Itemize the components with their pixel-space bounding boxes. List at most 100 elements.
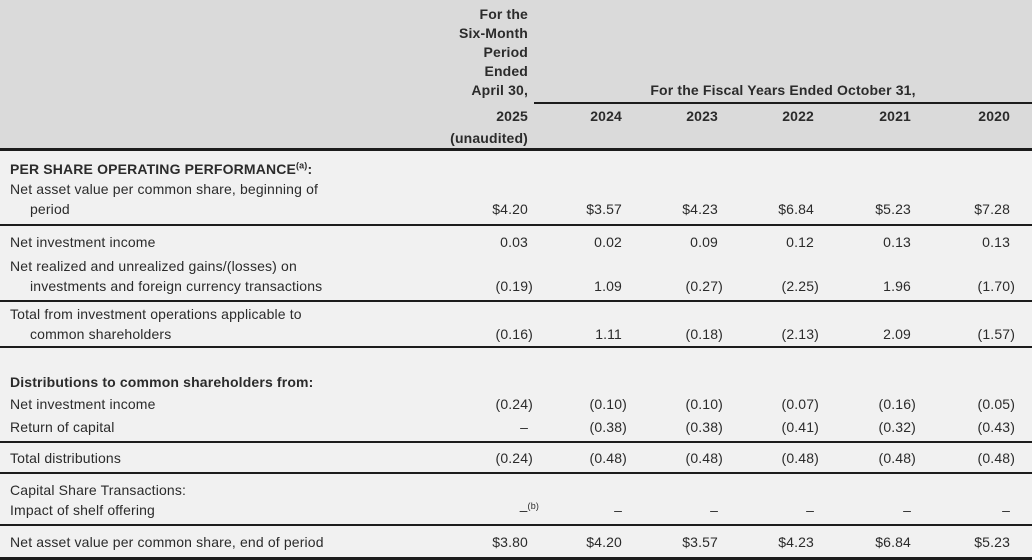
row-label: Net asset value per common share, end of… <box>0 525 438 560</box>
value-cell: $4.23 <box>724 525 820 560</box>
value-cell: (0.10) <box>685 396 723 412</box>
value-cell: (0.32) <box>820 417 917 443</box>
value-cell: 1.96 <box>820 254 917 302</box>
header-row-years: 2025 2024 2023 2022 2021 2020 <box>0 103 1032 129</box>
value-cell: (0.16) <box>438 301 534 348</box>
value-cell: (0.48) <box>724 442 820 474</box>
table-row: Total from investment operations applica… <box>0 301 1032 348</box>
value-cell: (0.24) <box>495 396 533 412</box>
row-label: Total distributions <box>0 442 438 474</box>
section-heading: Distributions to common shareholders fro… <box>10 374 314 390</box>
value-cell: $5.23 <box>917 525 1032 560</box>
table-row: Net investment income 0.03 0.02 0.09 0.12 0.1… <box>0 225 1032 254</box>
value-cell: $6.84 <box>724 179 820 226</box>
year-column-header: 2021 <box>879 108 911 124</box>
table-row: Net asset value per common share, end of… <box>0 525 1032 560</box>
fiscal-years-group-header: For the Fiscal Years Ended October 31, <box>534 0 1032 104</box>
value-cell: – <box>724 500 820 526</box>
value-cell: 1.09 <box>534 254 628 302</box>
table-row: Distributions to common shareholders fro… <box>0 366 1032 392</box>
table-row: Net asset value per common share, beginn… <box>0 179 1032 226</box>
row-label: Total from investment operations applica… <box>0 301 438 348</box>
table-row <box>0 347 1032 366</box>
period-column-header: For the Six-Month Period Ended April 30, <box>438 0 534 103</box>
row-label: Return of capital <box>0 417 438 443</box>
value-cell: 0.02 <box>594 234 622 250</box>
value-cell: $7.28 <box>917 179 1032 226</box>
value-cell: – <box>820 500 917 526</box>
value-cell: (0.10) <box>589 396 627 412</box>
header-empty-cell <box>0 0 438 103</box>
unaudited-note: (unaudited) <box>438 129 534 151</box>
value-cell: $3.80 <box>438 525 534 560</box>
value-cell: (0.16) <box>878 396 916 412</box>
table-row: Return of capital – (0.38) (0.38) (0.41) (0.3… <box>0 417 1032 443</box>
period-header-line: Six-Month <box>458 25 528 41</box>
value-cell: (0.43) <box>917 417 1032 443</box>
period-header-line: April 30, <box>471 82 528 98</box>
value-cell: – <box>438 417 534 443</box>
table-header: For the Six-Month Period Ended April 30,… <box>0 0 1032 151</box>
header-row-period: For the Six-Month Period Ended April 30,… <box>0 0 1032 104</box>
section-heading: Capital Share Transactions: <box>10 482 187 498</box>
value-cell: (0.24) <box>438 442 534 474</box>
value-cell: 2.09 <box>820 301 917 348</box>
value-cell: 0.09 <box>690 234 718 250</box>
value-cell: – <box>534 500 628 526</box>
value-cell: (0.05) <box>977 396 1016 412</box>
table-row: Total distributions (0.24) (0.48) (0.48) (0.… <box>0 442 1032 474</box>
row-label: Impact of shelf offering <box>0 500 438 526</box>
period-header-line: Period Ended <box>483 44 528 79</box>
value-cell: 0.12 <box>786 234 814 250</box>
value-cell: (1.70) <box>917 254 1032 302</box>
year-column-header: 2020 <box>978 108 1011 124</box>
value-cell: $3.57 <box>534 179 628 226</box>
table-row: Capital Share Transactions: <box>0 473 1032 500</box>
value-cell: (2.13) <box>724 301 820 348</box>
value-cell: (0.48) <box>628 442 724 474</box>
value-cell: (0.38) <box>628 417 724 443</box>
value-cell: 1.11 <box>534 301 628 348</box>
value-cell: – <box>628 500 724 526</box>
value-cell: $3.57 <box>628 525 724 560</box>
table-row: Impact of shelf offering –(b) – – – – – <box>0 500 1032 526</box>
spacer-row <box>0 347 1032 366</box>
value-cell: $4.20 <box>534 525 628 560</box>
row-label: Net realized and unrealized gains/(losse… <box>0 254 438 302</box>
value-cell: –(b) <box>438 500 539 526</box>
value-cell: $4.20 <box>438 179 534 226</box>
year-column-header: 2023 <box>686 108 718 124</box>
year-column-header: 2022 <box>782 108 814 124</box>
value-cell: (0.38) <box>534 417 628 443</box>
header-empty-cell <box>0 129 438 151</box>
value-cell: (1.57) <box>917 301 1032 348</box>
value-cell: $6.84 <box>820 525 917 560</box>
table-row: Net realized and unrealized gains/(losse… <box>0 254 1032 302</box>
section-heading: PER SHARE OPERATING PERFORMANCE(a): <box>10 160 313 177</box>
value-cell: (0.07) <box>781 396 819 412</box>
value-cell: (0.41) <box>724 417 820 443</box>
value-cell: (0.27) <box>628 254 724 302</box>
table-row: Net investment income (0.24) (0.10) (0.10) (… <box>0 392 1032 417</box>
value-cell: – <box>917 500 1032 526</box>
value-cell: (0.18) <box>628 301 724 348</box>
header-empty-cell <box>0 103 438 129</box>
header-row-note: (unaudited) <box>0 129 1032 151</box>
row-label: Net investment income <box>10 396 156 412</box>
row-label: Net asset value per common share, beginn… <box>0 179 438 226</box>
value-cell: (0.48) <box>917 442 1032 474</box>
value-cell: $5.23 <box>820 179 917 226</box>
value-cell: 0.03 <box>500 234 528 250</box>
table-row: PER SHARE OPERATING PERFORMANCE(a): <box>0 150 1032 180</box>
period-header-line: For the <box>479 6 528 22</box>
value-cell: (2.25) <box>724 254 820 302</box>
table-body: PER SHARE OPERATING PERFORMANCE(a): Net a… <box>0 150 1032 560</box>
value-cell: 0.13 <box>883 234 911 250</box>
value-cell: 0.13 <box>982 234 1011 250</box>
year-column-header: 2024 <box>590 108 622 124</box>
row-label: Net investment income <box>10 234 156 250</box>
year-column-header: 2025 <box>496 108 528 124</box>
value-cell: (0.48) <box>820 442 917 474</box>
value-cell: (0.48) <box>534 442 628 474</box>
